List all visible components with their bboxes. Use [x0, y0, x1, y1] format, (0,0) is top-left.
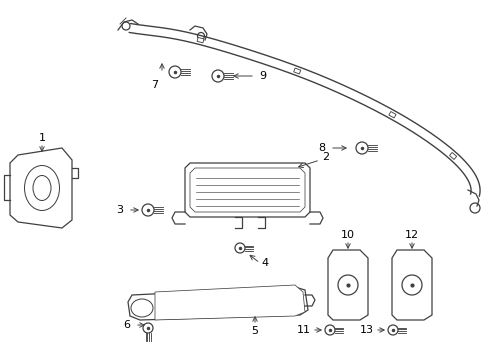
- Text: 3: 3: [117, 205, 123, 215]
- Text: 8: 8: [318, 143, 325, 153]
- Polygon shape: [155, 285, 305, 320]
- Polygon shape: [185, 163, 310, 217]
- Polygon shape: [328, 250, 368, 320]
- Text: 7: 7: [151, 80, 159, 90]
- Text: 1: 1: [39, 133, 46, 143]
- Bar: [389, 112, 396, 118]
- Bar: [449, 152, 457, 159]
- Polygon shape: [190, 168, 305, 212]
- Text: 4: 4: [262, 258, 269, 268]
- Text: 10: 10: [341, 230, 355, 240]
- Text: 2: 2: [322, 152, 330, 162]
- Polygon shape: [392, 250, 432, 320]
- Ellipse shape: [33, 175, 51, 201]
- Text: 6: 6: [123, 320, 130, 330]
- Polygon shape: [128, 287, 308, 320]
- Text: 11: 11: [297, 325, 311, 335]
- Text: 12: 12: [405, 230, 419, 240]
- Ellipse shape: [24, 166, 59, 211]
- Text: 5: 5: [251, 326, 259, 336]
- Polygon shape: [10, 148, 72, 228]
- Ellipse shape: [131, 299, 153, 317]
- Bar: [294, 68, 301, 74]
- Bar: [197, 37, 204, 43]
- Text: 13: 13: [360, 325, 374, 335]
- Text: 9: 9: [259, 71, 267, 81]
